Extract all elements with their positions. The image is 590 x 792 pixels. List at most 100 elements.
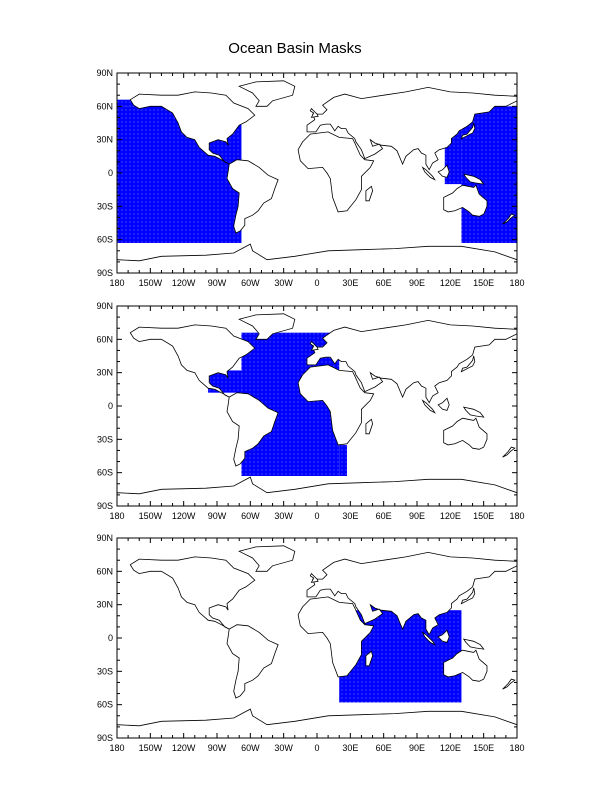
lon-tick-label: 90W — [208, 278, 227, 288]
lon-tick-label: 0 — [314, 511, 319, 521]
coastline — [443, 184, 488, 217]
lon-tick-label: 120E — [440, 278, 461, 288]
coastline — [309, 340, 319, 351]
coastline — [462, 638, 485, 650]
coastline — [365, 185, 374, 202]
lat-tick-label: 60S — [97, 235, 113, 245]
lat-tick-label: 60S — [97, 700, 113, 710]
lat-tick-label: 0 — [108, 633, 113, 643]
coastline — [437, 629, 450, 643]
lat-tick-label: 90S — [97, 501, 113, 511]
coastline — [421, 399, 436, 414]
lon-tick-label: 60W — [241, 511, 260, 521]
lon-tick-label: 150W — [139, 511, 163, 521]
coastline — [443, 649, 488, 682]
lat-tick-label: 30N — [96, 368, 113, 378]
lat-tick-label: 30S — [97, 434, 113, 444]
coastline — [460, 355, 476, 373]
lat-tick-label: 0 — [108, 401, 113, 411]
coastline — [421, 166, 436, 181]
coastline — [238, 80, 296, 107]
coastline — [462, 173, 485, 185]
lon-tick-label: 90E — [409, 278, 425, 288]
coastline — [226, 159, 279, 234]
lon-tick-label: 150E — [473, 511, 494, 521]
lon-tick-label: 90W — [208, 511, 227, 521]
lon-tick-label: 120W — [172, 278, 196, 288]
lon-tick-label: 60W — [241, 278, 260, 288]
lon-tick-label: 150E — [473, 278, 494, 288]
coastline — [306, 86, 517, 171]
lon-tick-label: 180 — [509, 278, 524, 288]
coastline — [129, 324, 256, 398]
lon-tick-label: 150W — [139, 278, 163, 288]
coastline — [238, 313, 296, 340]
lon-tick-label: 180 — [109, 743, 124, 753]
coastline — [306, 551, 517, 636]
lon-tick-label: 120E — [440, 511, 461, 521]
coastline — [460, 122, 476, 140]
coastline — [365, 650, 374, 667]
coastline — [117, 708, 517, 738]
coastline — [238, 545, 296, 572]
lon-tick-label: 120W — [172, 743, 196, 753]
lon-tick-label: 30W — [274, 278, 293, 288]
lat-tick-label: 30N — [96, 600, 113, 610]
lon-tick-label: 60W — [241, 743, 260, 753]
lat-tick-label: 60S — [97, 468, 113, 478]
coastline — [117, 476, 517, 506]
coastline — [297, 364, 375, 446]
coastline — [226, 624, 279, 699]
lon-tick-label: 180 — [109, 511, 124, 521]
coastline — [502, 678, 516, 690]
lon-tick-label: 30E — [342, 511, 358, 521]
coastline — [309, 107, 319, 118]
lat-tick-label: 60N — [96, 101, 113, 111]
lon-tick-label: 180 — [509, 743, 524, 753]
coastline — [502, 446, 516, 458]
coastline — [460, 587, 476, 605]
coastline — [365, 418, 374, 435]
lon-tick-label: 90W — [208, 743, 227, 753]
lon-tick-label: 0 — [314, 278, 319, 288]
lon-tick-label: 150W — [139, 743, 163, 753]
coastline — [502, 213, 516, 225]
lon-tick-label: 60E — [376, 743, 392, 753]
lon-tick-label: 150E — [473, 743, 494, 753]
lon-tick-label: 180 — [509, 511, 524, 521]
lon-tick-label: 0 — [314, 743, 319, 753]
coastline — [129, 556, 256, 630]
map-panel-pacific: 180 150W 120W 90W 60W 30W 0 30E 60E 90E 120E 150E 18… — [96, 68, 524, 288]
coastline — [437, 397, 450, 411]
lon-tick-label: 60E — [376, 278, 392, 288]
lat-tick-label: 60N — [96, 566, 113, 576]
lat-tick-label: 90S — [97, 733, 113, 743]
coastline — [309, 572, 319, 583]
map-panel-atlantic: 180 150W 120W 90W 60W 30W 0 30E 60E 90E 120E 150E 18… — [96, 301, 524, 521]
coastline — [462, 406, 485, 418]
lat-tick-label: 60N — [96, 334, 113, 344]
lon-tick-label: 30W — [274, 743, 293, 753]
coastline — [117, 243, 517, 273]
lat-tick-label: 90N — [96, 301, 113, 311]
map-panel-indian: 180 150W 120W 90W 60W 30W 0 30E 60E 90E 120E 150E 18… — [96, 533, 524, 753]
lat-tick-label: 30S — [97, 666, 113, 676]
lat-tick-label: 0 — [108, 168, 113, 178]
lon-tick-label: 30W — [274, 511, 293, 521]
lon-tick-label: 90E — [409, 511, 425, 521]
coastline — [226, 392, 279, 467]
lat-tick-label: 90N — [96, 533, 113, 543]
lon-tick-label: 30E — [342, 278, 358, 288]
coastline — [437, 164, 450, 178]
lat-tick-label: 30N — [96, 135, 113, 145]
coastline — [297, 131, 375, 213]
lon-tick-label: 60E — [376, 511, 392, 521]
coastline — [129, 91, 256, 165]
lon-tick-label: 120E — [440, 743, 461, 753]
coastline — [421, 631, 436, 646]
lat-tick-label: 90S — [97, 268, 113, 278]
figure-title: Ocean Basin Masks — [228, 40, 362, 57]
lat-tick-label: 90N — [96, 68, 113, 78]
lon-tick-label: 90E — [409, 743, 425, 753]
